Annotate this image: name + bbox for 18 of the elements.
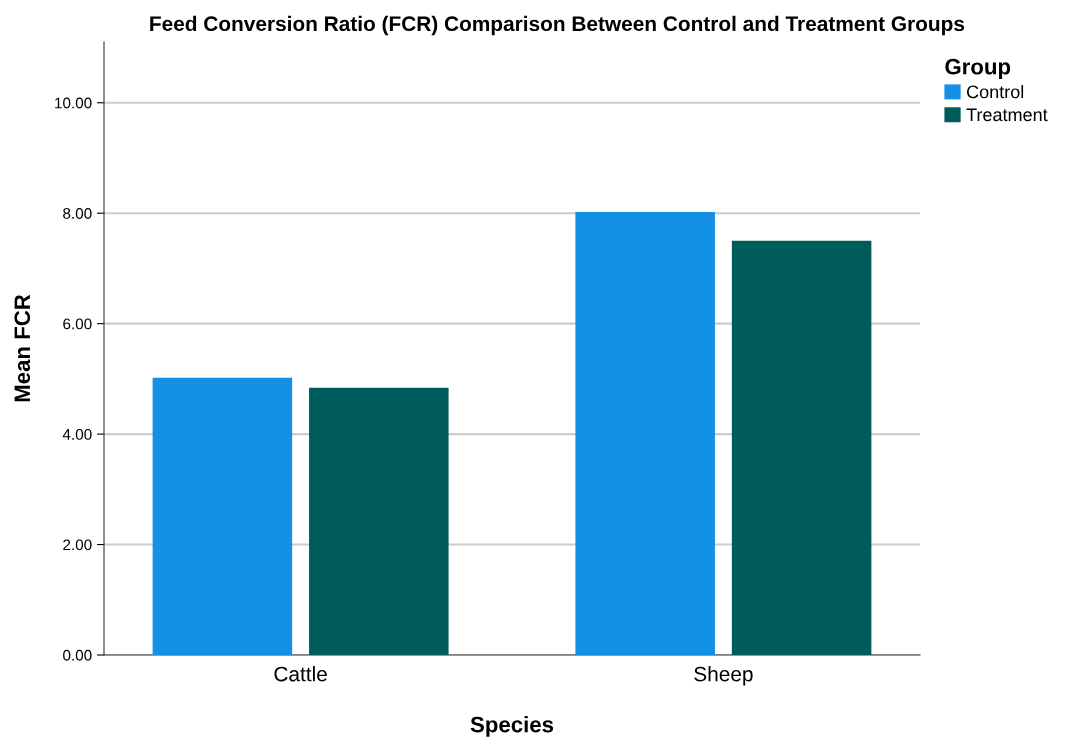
bar <box>309 387 449 655</box>
y-tick-label: 10.00 <box>55 97 92 109</box>
bar <box>575 212 715 655</box>
legend-label: Treatment <box>966 108 1048 122</box>
x-tick-label: Sheep <box>694 666 753 686</box>
y-axis-title: Mean FCR <box>14 294 31 402</box>
x-tick-label: Cattle <box>274 666 327 682</box>
bar <box>152 377 293 655</box>
x-axis-title: Species <box>470 716 554 737</box>
legend-label: Control <box>966 85 1024 99</box>
y-tick-label: 6.00 <box>63 318 92 330</box>
y-tick-label: 4.00 <box>62 428 92 440</box>
y-tick-label: 2.00 <box>63 539 92 551</box>
chart-title: Feed Conversion Ratio (FCR) Comparison Between Control and Treatment Groups <box>150 15 965 36</box>
bar <box>731 240 872 655</box>
y-tick-label: 0.00 <box>63 649 92 661</box>
y-tick-label: 8.00 <box>63 208 92 219</box>
legend-title: Group <box>945 58 1011 79</box>
